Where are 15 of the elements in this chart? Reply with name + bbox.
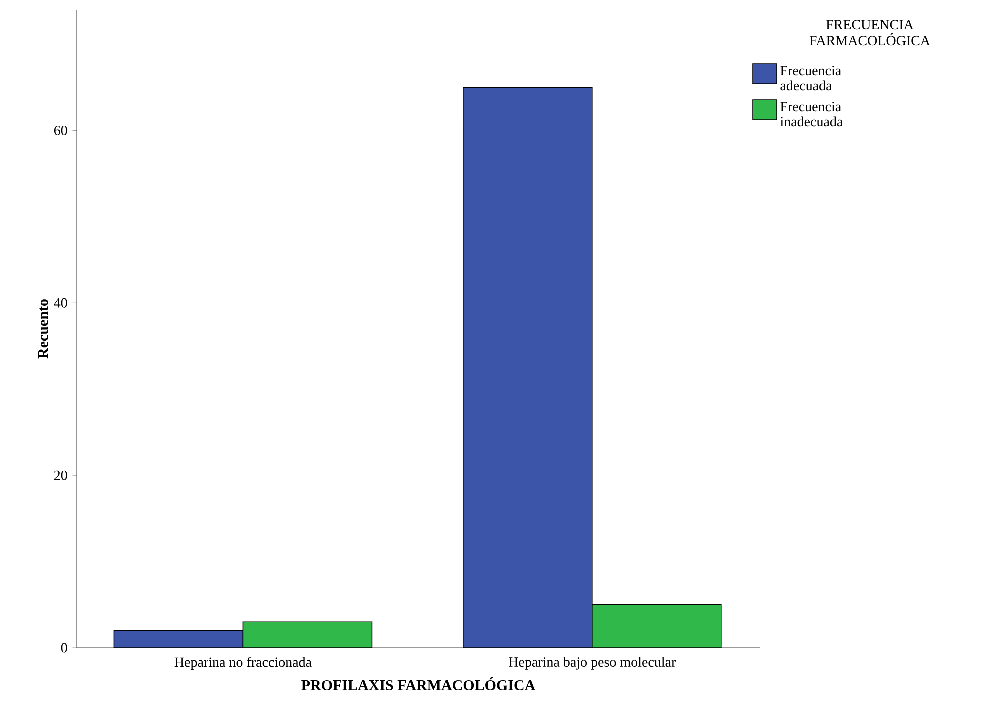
y-tick-label: 40	[54, 298, 68, 308]
legend-title: FRECUENCIA FARMACOLÓGICA	[810, 20, 930, 46]
x-axis-title: PROFILAXIS FARMACOLÓGICA	[302, 678, 536, 691]
y-tick-label: 60	[54, 126, 68, 136]
x-tick-label: Heparina no fraccionada	[174, 657, 312, 670]
y-tick-label: 20	[54, 470, 68, 480]
legend-label: Frecuencia adecuada	[780, 66, 842, 91]
y-axis-title: Recuento	[38, 300, 48, 359]
bar	[592, 604, 722, 648]
bar	[114, 630, 244, 648]
legend-label: Frecuencia inadecuada	[780, 102, 843, 127]
y-tick-label: 0	[61, 643, 68, 653]
bar	[242, 622, 373, 648]
bar	[462, 87, 593, 648]
x-tick-label: Heparina bajo peso molecular	[509, 657, 676, 670]
